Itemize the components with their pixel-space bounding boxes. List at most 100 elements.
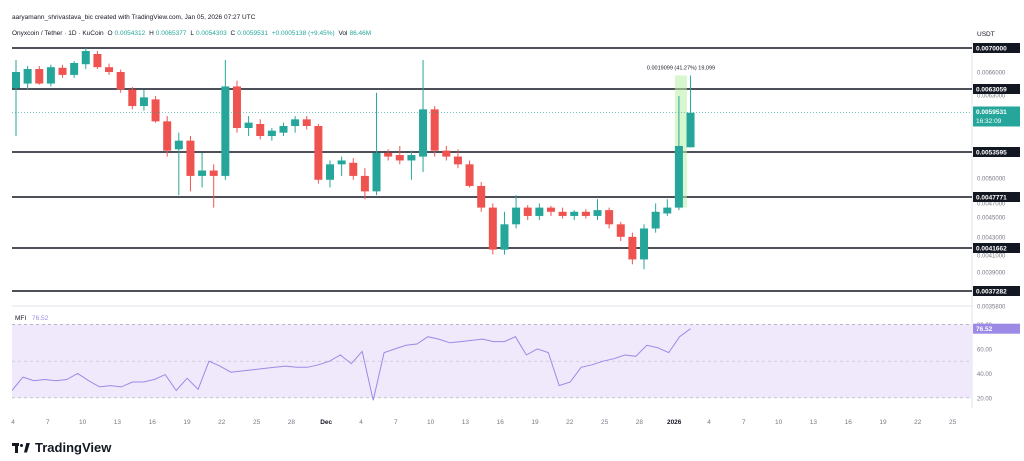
x-tick-label: 7 [742,419,746,426]
x-tick-label: 28 [636,419,644,426]
close-value: 0.0059531 [237,30,268,37]
symbol-title[interactable]: Onyxcoin / Tether · 1D · KuCoin [12,30,104,37]
candle-body [512,207,521,225]
low-label: L [190,30,194,37]
candle-body [23,69,32,84]
mfi-value-tag [973,323,1020,334]
candle-body [81,51,90,65]
candle-body [488,207,497,250]
candle-body [523,207,532,216]
candle-body [267,130,276,136]
high-value: 0.0065377 [155,30,187,37]
candle-body [395,155,404,161]
candle-body [12,72,20,89]
candle-body [302,119,311,127]
price-tick-label: 0.0047000 [977,202,1006,208]
candle-body [407,155,416,161]
candle-body [686,112,695,148]
candle-body [581,211,590,216]
mfi-tick-label: 20.00 [977,396,993,402]
current-price-label: 0.0059531 [976,109,1007,116]
candle-body [430,109,439,151]
candle-body [535,207,544,216]
x-tick-label: 7 [46,419,50,426]
measure-annotation: 0.0019099 (41.27%) 19,099 [647,65,715,71]
candle-body [546,207,555,212]
price-tick-label: 0.0039000 [977,271,1006,277]
candle-body [500,224,509,250]
candle-body [558,211,567,216]
author-attribution: aaryamann_shrivastava_bic created with T… [12,14,256,21]
price-tick-label: 0.0045000 [977,216,1006,222]
horizontal-level-tag [973,243,1020,253]
horizontal-level-tag [973,286,1020,296]
open-label: O [107,30,113,37]
mfi-title-value: 76.52 [32,315,49,322]
high-label: H [149,30,154,37]
candle-body [314,126,323,180]
mfi-tick-label: 60.00 [977,347,993,353]
price-tick-label: 0.0035800 [977,305,1006,311]
candle-body [93,54,102,68]
current-price-tag [973,106,1020,127]
candle-body [221,86,230,176]
price-tick-label: 0.0063000 [977,94,1006,100]
low-value: 0.0054303 [195,30,227,37]
candle-body [326,164,335,180]
candle-body [291,119,300,127]
price-tick-label: 0.0041000 [977,254,1006,260]
candle-body [198,170,207,176]
candle-body [593,210,602,216]
candle-body [570,211,579,216]
price-tick-label: 0.0050000 [977,177,1006,183]
horizontal-level-label: 0.0037282 [976,289,1007,296]
x-tick-label: 7 [394,419,398,426]
candle-body [360,175,369,192]
candle-body [232,86,241,129]
candle-body [244,122,253,129]
horizontal-level-tag [973,147,1020,157]
candle-body [35,69,44,84]
horizontal-level-label: 0.0063059 [976,87,1007,94]
price-tick-label: 0.0066000 [977,71,1006,77]
horizontal-level-tag [973,192,1020,202]
x-tick-label: 19 [879,419,887,426]
x-tick-label: 10 [427,419,435,426]
candle-body [46,67,55,84]
x-tick-label: 13 [462,419,470,426]
x-tick-label: 4 [359,419,363,426]
candle-body [674,145,683,208]
candle-body [256,124,265,136]
candle-body [128,89,137,107]
x-tick-label: 25 [949,419,957,426]
countdown-label: 16:32:09 [976,118,1002,125]
x-tick-label: 22 [218,419,226,426]
candle-body [186,140,195,176]
candle-body [465,164,474,186]
candle-body [209,170,218,176]
volume-value: 86.46M [349,30,372,37]
candle-body [628,236,637,260]
x-tick-label: 28 [288,419,296,426]
x-tick-label: 19 [531,419,539,426]
x-tick-label: 22 [566,419,574,426]
x-tick-label: 13 [810,419,818,426]
close-label: C [230,30,236,37]
candle-body [163,121,172,151]
x-tick-label: Dec [320,419,332,426]
candle-body [419,109,428,157]
change-value: +0.0005138 (+9.45%) [271,30,335,37]
candle-body [174,140,183,150]
mfi-value-label: 76.52 [976,326,993,333]
candle-body [105,67,114,72]
mfi-line [11,328,691,401]
tradingview-logo: TradingView [12,440,111,455]
x-tick-label: 16 [149,419,157,426]
candle-body [337,160,346,165]
x-tick-label: 16 [845,419,853,426]
horizontal-level-label: 0.0041662 [976,246,1007,253]
horizontal-level-tag [973,43,1020,53]
candle-body [384,152,393,157]
x-tick-label: 22 [914,419,922,426]
